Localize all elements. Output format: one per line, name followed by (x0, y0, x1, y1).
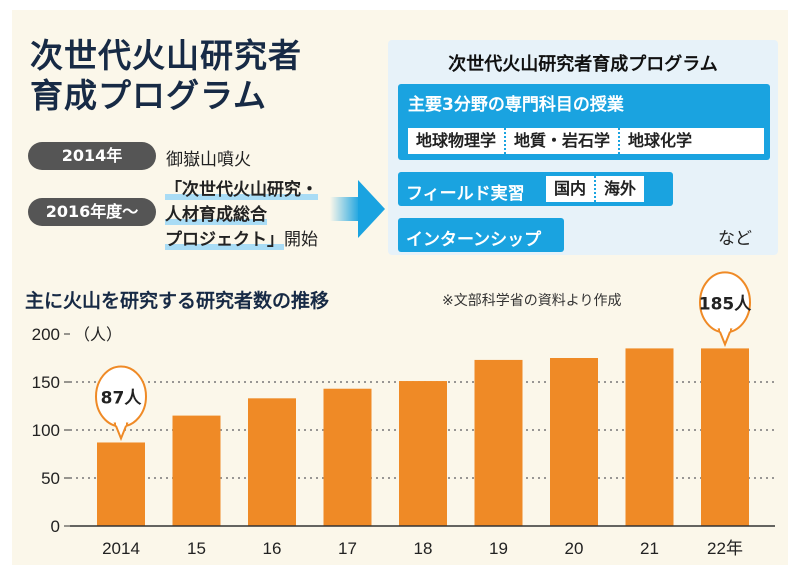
y-axis-unit: （人） (74, 325, 122, 344)
year-badge-2016: 2016年度〜 (28, 198, 156, 226)
x-tick-label: 16 (263, 539, 282, 558)
field-geology: 地質・岩石学 (506, 128, 621, 154)
field-practice-block: フィールド実習 国内 海外 (398, 172, 673, 206)
chart-title: 主に火山を研究する研究者数の推移 (25, 290, 330, 312)
etc-label: など (718, 229, 752, 249)
x-tick-label: 2014 (102, 539, 140, 558)
project-name: 「次世代火山研究・ 人材育成総合 プロジェクト」開始 (165, 178, 318, 253)
x-tick-label: 20 (565, 539, 584, 558)
y-tick-label: 0 (51, 517, 60, 536)
x-tick-label: 17 (338, 539, 357, 558)
x-tick-label: 22年 (707, 539, 743, 558)
x-tick-label: 21 (640, 539, 659, 558)
option-domestic: 国内 (546, 176, 597, 202)
field-geochemistry: 地球化学 (628, 131, 693, 150)
year-badge-2014: 2014年 (28, 142, 156, 170)
callout-pointer (113, 422, 129, 442)
program-title: 次世代火山研究者育成プログラム (448, 54, 718, 75)
callout-pointer-mask (720, 326, 730, 332)
page-title: 次世代火山研究者 育成プログラム (30, 36, 302, 116)
bar-16 (248, 398, 296, 526)
lecture-fields: 地球物理学 地質・岩石学 地球化学 (408, 128, 764, 154)
x-tick-label: 18 (414, 539, 433, 558)
bar-21 (625, 348, 674, 526)
internship-block: インターンシップ (398, 218, 564, 252)
event-ontake: 御嶽山噴火 (166, 150, 251, 170)
bar-19 (474, 359, 523, 526)
y-tick-label: 100 (32, 421, 60, 440)
lecture-block: 主要3分野の専門科目の授業 地球物理学 地質・岩石学 地球化学 (398, 84, 770, 160)
bar-22年 (701, 348, 749, 526)
bar-20 (550, 358, 598, 526)
y-tick-label: 150 (32, 373, 60, 392)
bar-2014 (97, 442, 145, 526)
y-tick-label: 50 (41, 469, 60, 488)
project-line: 「次世代火山研究・ (165, 180, 318, 200)
project-line: 人材育成総合 (165, 205, 267, 225)
callout-pointer (717, 328, 733, 348)
callout-pointer-mask (116, 420, 126, 426)
lecture-label: 主要3分野の専門科目の授業 (408, 95, 624, 115)
field-practice-label: フィールド実習 (406, 184, 525, 204)
option-overseas: 海外 (604, 179, 637, 198)
bar-17 (323, 388, 372, 526)
bar-15 (172, 415, 221, 526)
internship-label: インターンシップ (406, 230, 542, 250)
y-tick-label: 200 (32, 325, 60, 344)
project-line: プロジェクト」 (165, 230, 284, 250)
x-tick-label: 19 (489, 539, 508, 558)
project-suffix: 開始 (284, 230, 318, 250)
bar-18 (399, 381, 447, 526)
field-options: 国内 海外 (546, 176, 645, 202)
title-line-1: 次世代火山研究者 (30, 36, 302, 75)
title-line-2: 育成プログラム (30, 76, 268, 115)
source-note: ※文部科学省の資料より作成 (442, 293, 622, 309)
callout-label: 185人 (699, 294, 752, 314)
x-tick-label: 15 (187, 539, 206, 558)
callout-label: 87人 (101, 388, 143, 408)
field-geophysics: 地球物理学 (408, 128, 507, 154)
program-box: 次世代火山研究者育成プログラム 主要3分野の専門科目の授業 地球物理学 地質・岩… (388, 40, 778, 255)
